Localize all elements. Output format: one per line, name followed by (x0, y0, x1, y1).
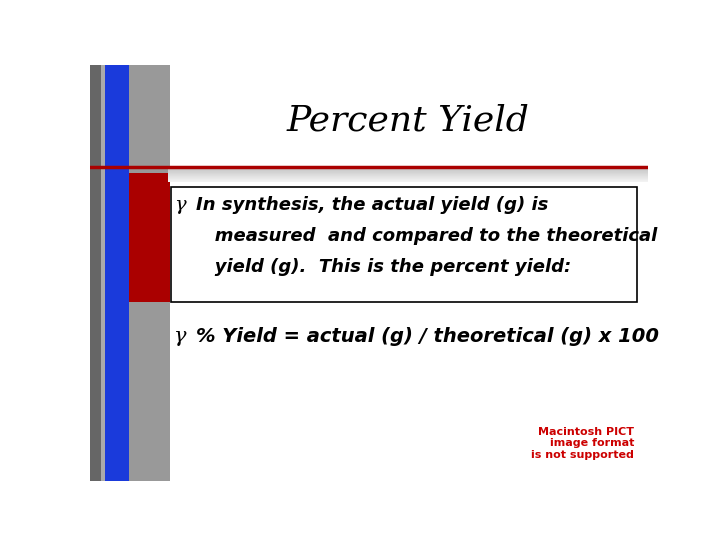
Text: γ: γ (174, 196, 185, 214)
Bar (90, 65, 101, 481)
Text: % Yield = actual (g) / theoretical (g) x 100: % Yield = actual (g) / theoretical (g) x… (196, 327, 659, 346)
Bar (128, 173, 171, 302)
Bar (171, 187, 637, 302)
Text: Macintosh PICT
image format
is not supported: Macintosh PICT image format is not suppo… (531, 427, 634, 460)
Bar (105, 65, 128, 481)
Bar (128, 65, 171, 481)
Text: yield (g).  This is the percent yield:: yield (g). This is the percent yield: (196, 258, 571, 276)
Text: γ: γ (174, 327, 186, 346)
Text: Percent Yield: Percent Yield (287, 104, 529, 138)
Text: measured  and compared to the theoretical: measured and compared to the theoretical (196, 227, 657, 245)
Bar (101, 65, 105, 481)
Text: In synthesis, the actual yield (g) is: In synthesis, the actual yield (g) is (196, 196, 549, 214)
